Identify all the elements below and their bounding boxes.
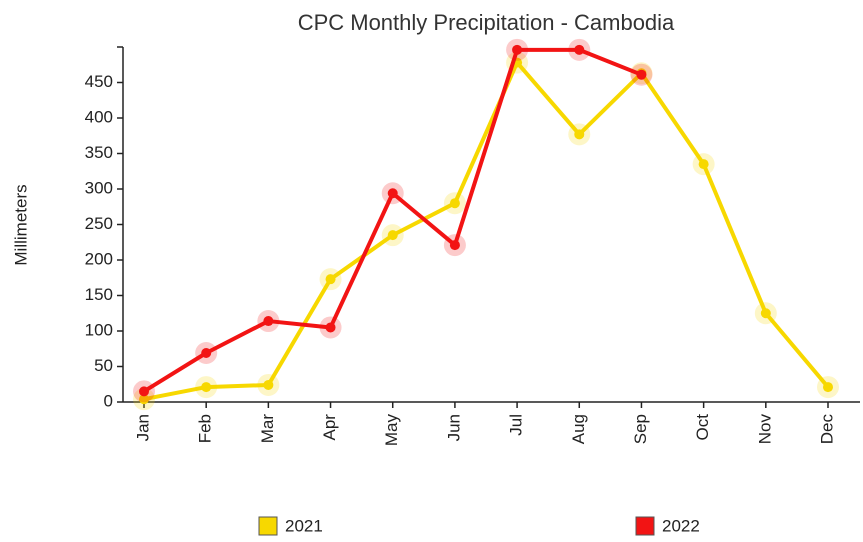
x-tick-label: Nov: [755, 414, 774, 445]
point: [698, 159, 709, 170]
y-tick-label: 100: [85, 320, 113, 339]
y-tick-label: 250: [85, 214, 113, 233]
x-tick-label: Feb: [196, 414, 215, 443]
y-tick-label: 300: [85, 178, 113, 197]
x-tick-label: Jun: [444, 414, 463, 441]
point: [823, 382, 833, 393]
point: [325, 322, 336, 333]
line-series: [143, 60, 830, 402]
legend-label: 2021: [285, 516, 323, 535]
y-tick-label: 0: [104, 391, 113, 410]
y-tick-label: 450: [85, 72, 113, 91]
x-tick-label: Dec: [817, 414, 836, 445]
point: [449, 198, 460, 209]
y-tick-label: 50: [94, 356, 113, 375]
point: [263, 316, 274, 327]
x-tick-label: Apr: [320, 414, 339, 441]
x-tick-label: Oct: [693, 414, 712, 441]
point: [636, 69, 647, 80]
y-axis-label: Millimeters: [11, 184, 30, 265]
chart-title: CPC Monthly Precipitation - Cambodia: [298, 10, 675, 35]
point: [760, 308, 771, 319]
y-tick-label: 400: [85, 107, 113, 126]
point: [387, 188, 398, 199]
point: [512, 44, 523, 55]
point: [263, 379, 274, 390]
x-tick-label: Sep: [631, 414, 650, 444]
point: [201, 348, 212, 359]
legend-swatch: [258, 516, 278, 536]
y-tick-label: 200: [85, 249, 113, 268]
x-tick-label: Mar: [258, 414, 277, 444]
point: [325, 274, 336, 285]
x-tick-label: May: [382, 414, 401, 447]
x-tick-label: Aug: [569, 414, 588, 444]
point: [201, 382, 212, 393]
point: [574, 44, 585, 55]
legend-swatch: [635, 516, 655, 536]
point: [449, 240, 460, 251]
y-tick-label: 350: [85, 143, 113, 162]
line-series: [142, 47, 643, 394]
legend-label: 2022: [662, 516, 700, 535]
point: [139, 394, 149, 405]
y-tick-label: 150: [85, 285, 113, 304]
x-tick-label: Jan: [133, 414, 152, 441]
point: [387, 230, 398, 241]
x-tick-label: Jul: [507, 414, 526, 436]
point: [574, 129, 585, 140]
point: [139, 386, 149, 397]
